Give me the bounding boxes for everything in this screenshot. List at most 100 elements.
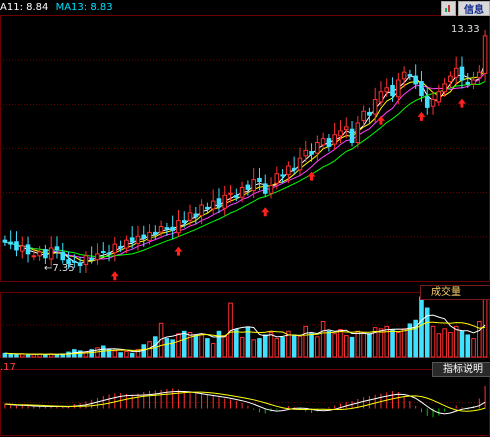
indicator-line-dif	[4, 390, 486, 415]
volume-bar	[436, 333, 442, 358]
candle-body	[396, 79, 401, 98]
candle-body	[424, 96, 430, 108]
price-panel	[0, 15, 490, 282]
price-max-label: 13.33	[451, 24, 480, 35]
candle-body	[297, 157, 303, 171]
volume-bar	[274, 338, 280, 358]
buy-signal-arrow	[457, 98, 466, 108]
volume-bar	[112, 350, 118, 358]
candle-body	[43, 249, 48, 259]
buy-signal-arrow	[307, 171, 316, 181]
candle-body	[25, 244, 31, 255]
indicator-help-button[interactable]: 指标说明	[432, 362, 490, 377]
buy-signal-arrow	[110, 271, 119, 281]
volume-bar	[205, 338, 210, 358]
volume-bar	[239, 336, 245, 358]
buy-signal-arrow	[174, 246, 183, 256]
candle-body	[170, 226, 175, 231]
volume-bar	[315, 336, 320, 358]
buy-signal-arrow	[261, 207, 270, 217]
volume-panel-title[interactable]: 成交量	[420, 285, 490, 300]
candle-body	[268, 184, 274, 194]
candle-body	[112, 243, 118, 254]
candle-body	[326, 138, 332, 147]
candle-body	[303, 149, 309, 157]
toolbar: 信息	[441, 1, 490, 16]
volume-bar	[54, 354, 60, 358]
candle-body	[118, 245, 123, 249]
candle-body	[477, 71, 482, 79]
candle-body	[187, 212, 193, 221]
volume-bar	[31, 354, 37, 358]
candle-body	[430, 99, 436, 107]
candle-body	[251, 179, 256, 192]
candle-body	[384, 87, 390, 93]
candle-body	[378, 91, 384, 103]
candle-body	[482, 35, 488, 74]
candle-body	[442, 83, 447, 93]
candle-body	[199, 204, 204, 217]
candle-body	[72, 260, 77, 263]
volume-bar	[280, 336, 285, 358]
candle-body	[193, 213, 199, 218]
price-min-label: ←7.35	[44, 263, 75, 274]
volume-bar	[378, 328, 384, 358]
candle-body	[95, 253, 100, 261]
candle-body	[367, 111, 372, 116]
ma-line-slow	[4, 72, 486, 260]
info-button[interactable]: 信息	[458, 1, 490, 16]
volume-bar	[291, 334, 297, 358]
volume-bar	[216, 330, 222, 358]
volume-bar	[164, 338, 170, 358]
volume-bar	[413, 319, 418, 358]
ma-line-mid	[4, 70, 486, 262]
volume-bar	[448, 332, 453, 358]
candle-body	[60, 251, 66, 261]
candle-body	[465, 81, 471, 85]
candle-body	[401, 71, 407, 80]
volume-bar	[176, 333, 181, 358]
candle-body	[257, 177, 262, 183]
volume-bar	[222, 335, 228, 358]
stock-icon[interactable]	[441, 1, 456, 16]
indicator-line-dea	[4, 391, 486, 412]
candle-body	[332, 134, 337, 145]
volume-bar	[471, 338, 476, 358]
volume-bar	[343, 335, 349, 358]
candle-body	[158, 226, 164, 233]
volume-bar	[424, 307, 430, 358]
candle-body	[124, 239, 129, 249]
candle-body	[135, 235, 141, 244]
candle-body	[176, 220, 181, 234]
volume-bar	[43, 354, 48, 358]
volume-bar	[361, 332, 366, 358]
ma-legend-mid: MA13: 8.83	[55, 2, 113, 13]
candle-body	[355, 122, 361, 144]
volume-bar	[419, 296, 424, 358]
volume-bar	[286, 330, 291, 358]
candle-body	[228, 192, 233, 195]
volume-bar	[309, 333, 314, 358]
candle-body	[459, 66, 465, 81]
volume-bar	[442, 328, 447, 358]
volume-bar	[367, 333, 372, 358]
candle-body	[448, 75, 453, 83]
volume-bar	[135, 349, 141, 358]
volume-bar	[14, 354, 19, 358]
volume-bar	[199, 334, 204, 358]
candle-body	[153, 231, 158, 235]
volume-bar	[124, 350, 129, 358]
candle-body	[239, 186, 245, 198]
candle-body	[147, 231, 152, 242]
volume-bar	[257, 338, 262, 358]
volume-ma-fast	[4, 314, 486, 355]
volume-bar	[401, 328, 407, 358]
volume-bar	[297, 335, 303, 358]
candle-body	[453, 67, 459, 78]
candle-body	[372, 99, 378, 115]
candle-body	[100, 251, 106, 254]
candle-body	[181, 220, 187, 224]
ma-line-fast	[4, 62, 486, 265]
volume-bar	[25, 354, 31, 358]
